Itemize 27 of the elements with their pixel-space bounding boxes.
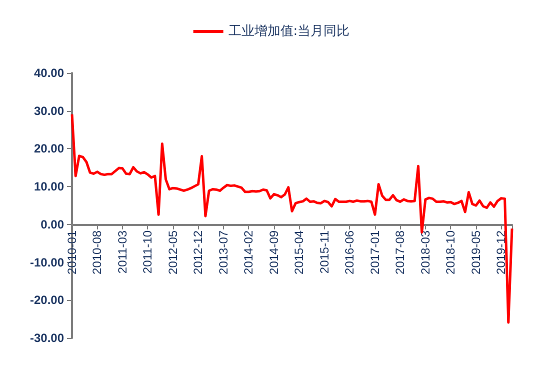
x-tick-label: 2019-12 xyxy=(494,230,508,274)
x-tick-label: 2017-08 xyxy=(393,230,408,274)
x-tick-label: 2012-12 xyxy=(191,230,206,274)
x-tick-label: 2011-03 xyxy=(115,230,130,274)
x-tick-label: 2017-01 xyxy=(368,230,382,274)
legend-label: 工业增加值:当月同比 xyxy=(228,24,350,39)
x-tick-label: 2014-02 xyxy=(242,230,256,274)
y-tick-label: 0.00 xyxy=(40,217,64,232)
y-tick-label: 40.00 xyxy=(34,66,64,80)
y-tick-label: -20.00 xyxy=(30,293,64,308)
x-tick-label: 2016-06 xyxy=(342,230,357,274)
x-tick-label: 2014-09 xyxy=(266,230,281,274)
x-tick-label: 2015-11 xyxy=(317,230,332,274)
x-tick-label: 2010-08 xyxy=(90,230,104,274)
y-tick-label: -30.00 xyxy=(30,331,64,345)
x-tick-label: 2015-04 xyxy=(292,230,306,274)
y-tick-label: 30.00 xyxy=(34,104,64,118)
y-tick-label: 20.00 xyxy=(34,142,64,156)
y-tick-label: -10.00 xyxy=(30,255,64,270)
x-tick-label: 2018-03 xyxy=(418,230,432,274)
x-tick-label: 2010-01 xyxy=(65,230,79,274)
x-tick-label: 2018-10 xyxy=(444,230,458,274)
x-tick-label: 2019-05 xyxy=(468,230,483,274)
x-tick-label: 2013-07 xyxy=(216,230,230,274)
x-tick-label: 2011-10 xyxy=(140,230,155,274)
y-tick-label: 10.00 xyxy=(34,180,64,194)
x-tick-label: 2012-05 xyxy=(166,230,180,274)
